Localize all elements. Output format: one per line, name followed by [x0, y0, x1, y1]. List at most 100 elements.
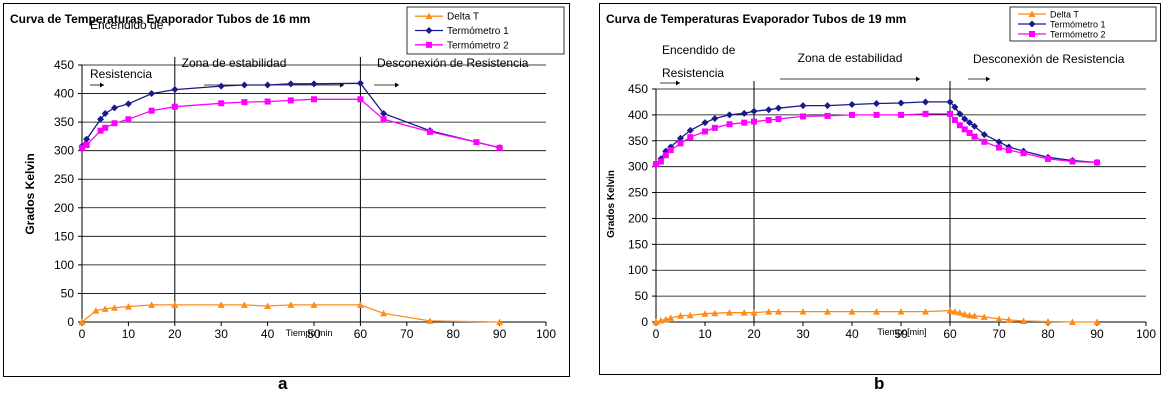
data-point: [995, 315, 1003, 322]
y-tick-label: 400: [628, 108, 648, 122]
chart-title: Curva de Temperaturas Evaporador Tubos d…: [606, 12, 906, 26]
data-point: [110, 104, 118, 112]
legend-label: Termómetro 1: [1050, 20, 1106, 30]
data-point: [287, 301, 295, 308]
annotation-encendido: Encendido de: [662, 43, 736, 57]
y-tick-label: 200: [54, 201, 74, 215]
data-point: [922, 308, 929, 315]
data-point: [356, 79, 364, 87]
data-point: [726, 121, 733, 128]
chart-panel-a: Curva de Temperaturas Evaporador Tubos d…: [3, 3, 570, 377]
data-point: [961, 126, 968, 133]
x-tick-label: 40: [261, 327, 275, 341]
legend-label: Delta T: [447, 12, 479, 23]
y-tick-label: 450: [54, 58, 74, 72]
data-point: [667, 147, 674, 154]
data-point: [97, 115, 105, 123]
data-point: [171, 301, 179, 308]
data-point: [310, 80, 318, 88]
x-tick-label: 0: [79, 327, 86, 341]
x-tick-label: 50: [894, 327, 908, 341]
data-point: [1094, 159, 1100, 166]
data-point: [799, 308, 807, 315]
data-point: [677, 140, 684, 147]
chart-svg: Curva de Temperaturas Evaporador Tubos d…: [10, 6, 565, 341]
data-point: [951, 117, 958, 124]
data-point: [110, 304, 118, 311]
y-tick-label: 350: [54, 115, 74, 129]
data-point: [922, 110, 929, 117]
data-point: [800, 113, 806, 120]
data-point: [1093, 318, 1101, 325]
series-delta-t: [78, 301, 504, 325]
chart-panel-b: Curva de Temperaturas Evaporador Tubos d…: [599, 3, 1161, 375]
data-point: [686, 311, 694, 319]
data-point: [473, 139, 480, 146]
legend-marker: [1028, 20, 1036, 28]
x-tick-label: 70: [992, 327, 1006, 341]
y-tick-label: 200: [628, 211, 648, 225]
data-point: [102, 124, 109, 131]
y-tick-label: 300: [54, 144, 74, 158]
data-point: [241, 99, 248, 106]
y-tick-label: 0: [67, 315, 74, 329]
data-point: [824, 308, 831, 315]
data-point: [711, 309, 719, 317]
data-point: [971, 133, 978, 140]
data-point: [287, 80, 295, 88]
data-point: [995, 138, 1003, 146]
data-point: [427, 128, 433, 135]
data-point: [956, 309, 964, 316]
data-point: [687, 134, 694, 141]
y-tick-label: 0: [641, 315, 648, 329]
legend-marker: [425, 12, 433, 20]
data-point: [980, 131, 988, 139]
annotation-arrowhead: [100, 82, 104, 88]
y-tick-label: 50: [61, 286, 75, 300]
data-point: [653, 161, 659, 168]
data-point: [240, 301, 248, 308]
data-point: [124, 100, 132, 108]
data-point: [357, 96, 364, 103]
annotation-desconexion: Desconexión de Resistencia: [377, 56, 529, 70]
data-point: [667, 314, 675, 321]
series-delta-t: [652, 307, 1101, 325]
y-tick-label: 300: [628, 160, 648, 174]
annotation-encendido-line2: Resistencia: [662, 66, 724, 80]
x-tick-label: 0: [653, 327, 660, 341]
data-point: [124, 303, 132, 310]
annotation-arrowhead: [916, 76, 920, 82]
data-point: [83, 141, 90, 148]
data-point: [171, 103, 178, 110]
x-tick-label: 100: [536, 327, 556, 341]
data-point: [765, 117, 772, 124]
y-axis-label: Grados Kelvin: [606, 170, 617, 238]
annotation-estabilidad: Zona de estabilidad: [182, 56, 287, 70]
annotation-arrowhead: [395, 82, 399, 88]
data-point: [264, 302, 272, 310]
chart-svg: Curva de Temperaturas Evaporador Tubos d…: [606, 6, 1157, 341]
subfigure-label-b: b: [874, 374, 885, 393]
y-tick-label: 100: [54, 258, 74, 272]
data-point: [101, 305, 109, 312]
x-tick-label: 10: [698, 327, 712, 341]
data-point: [946, 98, 954, 106]
data-point: [775, 104, 782, 112]
annotation-encendido-line2: Resistencia: [90, 67, 152, 81]
data-point: [101, 110, 109, 118]
legend-label: Termómetro 1: [447, 26, 509, 37]
series-line: [655, 101, 1098, 165]
data-point: [148, 107, 155, 114]
x-tick-label: 60: [354, 327, 368, 341]
y-tick-label: 450: [628, 82, 648, 96]
data-point: [264, 81, 272, 89]
x-axis-label: Tiempo[min]: [877, 327, 926, 337]
data-point: [218, 100, 225, 107]
y-tick-label: 250: [628, 186, 648, 200]
data-point: [898, 111, 904, 118]
x-tick-label: 80: [447, 327, 461, 341]
data-point: [111, 120, 118, 127]
data-point: [1020, 317, 1027, 324]
data-point: [799, 102, 807, 110]
